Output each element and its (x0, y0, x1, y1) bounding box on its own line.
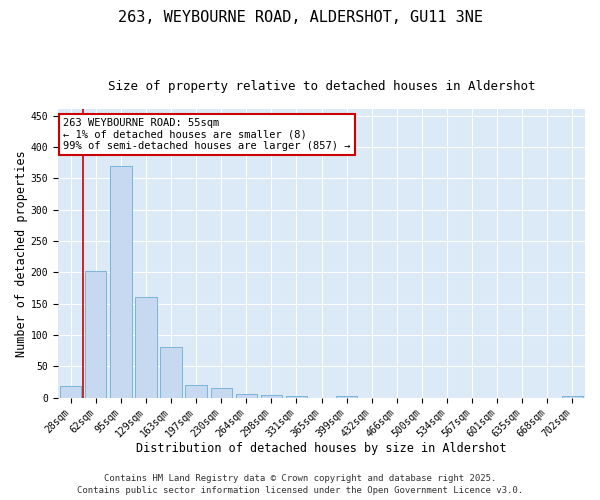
Bar (211, 388, 232, 398)
Bar (336, 396, 358, 398)
Title: Size of property relative to detached houses in Aldershot: Size of property relative to detached ho… (108, 80, 535, 93)
Bar (286, 396, 307, 398)
Bar (261, 395, 282, 398)
Bar (236, 394, 257, 398)
Bar (60, 386, 82, 398)
Bar (135, 298, 157, 398)
Bar (110, 166, 131, 398)
Bar (562, 396, 583, 398)
Text: 263 WEYBOURNE ROAD: 55sqm
← 1% of detached houses are smaller (8)
99% of semi-de: 263 WEYBOURNE ROAD: 55sqm ← 1% of detach… (64, 118, 351, 152)
Bar (85, 271, 106, 398)
X-axis label: Distribution of detached houses by size in Aldershot: Distribution of detached houses by size … (136, 442, 507, 455)
Bar (185, 385, 207, 398)
Text: Contains HM Land Registry data © Crown copyright and database right 2025.
Contai: Contains HM Land Registry data © Crown c… (77, 474, 523, 495)
Text: 263, WEYBOURNE ROAD, ALDERSHOT, GU11 3NE: 263, WEYBOURNE ROAD, ALDERSHOT, GU11 3NE (118, 10, 482, 25)
Bar (160, 348, 182, 398)
Y-axis label: Number of detached properties: Number of detached properties (15, 150, 28, 357)
